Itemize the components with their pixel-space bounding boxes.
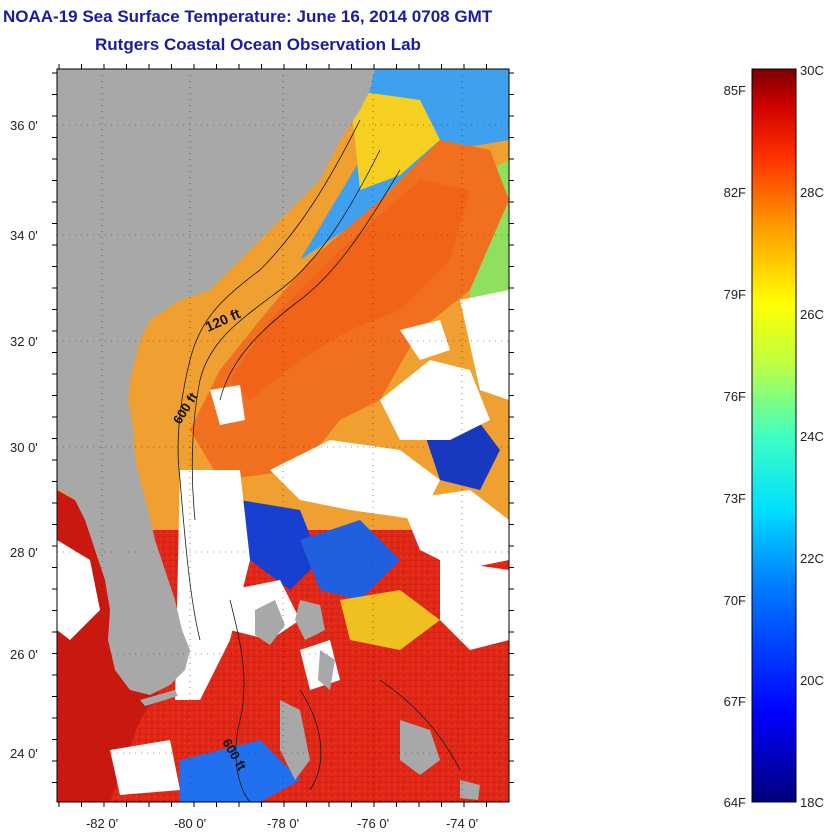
cool-patch-5 <box>340 590 440 650</box>
lon-label: -80 0' <box>174 816 206 831</box>
colorbar-c-labels: 30C 28C 26C 24C 22C 20C 18C <box>800 63 824 810</box>
colorbar-f-labels: 85F 82F 79F 76F 73F 70F 67F 64F <box>724 83 746 810</box>
colorbar <box>751 68 797 803</box>
colorbar-c-label: 24C <box>800 429 824 444</box>
lon-label: -74 0' <box>446 816 478 831</box>
lon-label: -78 0' <box>267 816 299 831</box>
lat-label: 32 0' <box>10 334 38 349</box>
lat-label: 30 0' <box>10 440 38 455</box>
lat-label: 36 0' <box>10 118 38 133</box>
lon-label: -82 0' <box>86 816 118 831</box>
colorbar-f-label: 73F <box>724 491 746 506</box>
map-ticks <box>52 64 514 807</box>
colorbar-f-label: 64F <box>724 795 746 810</box>
florida-keys <box>140 690 178 706</box>
lon-labels: -82 0' -80 0' -78 0' -76 0' -74 0' <box>86 816 478 831</box>
lon-label: -76 0' <box>357 816 389 831</box>
colorbar-c-label: 28C <box>800 185 824 200</box>
lat-label: 26 0' <box>10 647 38 662</box>
colorbar-f-label: 67F <box>724 694 746 709</box>
map-frame <box>56 68 510 803</box>
colorbar-f-label: 85F <box>724 83 746 98</box>
lat-label: 24 0' <box>10 746 38 761</box>
gulf-stream-core <box>230 180 470 400</box>
lat-label: 28 0' <box>10 545 38 560</box>
cold-patch-4 <box>180 740 300 802</box>
colorbar-c-label: 26C <box>800 307 824 322</box>
colorbar-f-label: 70F <box>724 593 746 608</box>
grid <box>57 69 509 802</box>
lat-labels: 36 0' 34 0' 32 0' 30 0' 28 0' 26 0' 24 0… <box>10 118 38 761</box>
lat-label: 34 0' <box>10 228 38 243</box>
colorbar-c-label: 18C <box>800 795 824 810</box>
colorbar-c-label: 22C <box>800 551 824 566</box>
chart-title: NOAA-19 Sea Surface Temperature: June 16… <box>3 7 493 26</box>
colorbar-f-label: 76F <box>724 389 746 404</box>
cold-patch-2 <box>300 520 400 600</box>
colorbar-c-label: 30C <box>800 63 824 78</box>
colorbar-f-label: 82F <box>724 185 746 200</box>
colorbar-f-label: 79F <box>724 287 746 302</box>
chart-subtitle: Rutgers Coastal Ocean Observation Lab <box>95 35 421 54</box>
land-us-coast <box>57 69 375 695</box>
bahamas-islands <box>255 600 480 800</box>
cold-patch-1 <box>240 500 320 590</box>
colorbar-c-label: 20C <box>800 673 824 688</box>
